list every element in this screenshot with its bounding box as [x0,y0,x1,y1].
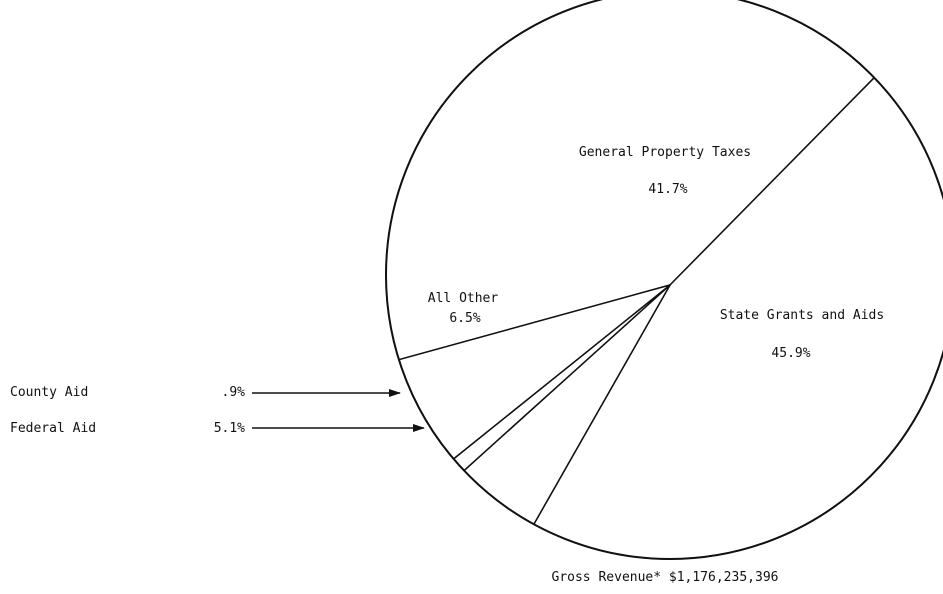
slice-label-general-property-taxes: General Property Taxes [579,145,751,160]
pie-outline [385,0,943,560]
callout-label-federal-aid: Federal Aid [10,421,96,436]
callout-label-county-aid: County Aid [10,385,88,400]
slice-value-general-property-taxes: 41.7% [648,182,687,197]
callouts-layer [252,389,425,432]
slice-labels-layer: General Property Taxes 41.7% State Grants … [10,145,884,436]
slice-value-state-grants-and-aids: 45.9% [771,346,810,361]
slice-label-state-grants-and-aids: State Grants and Aids [720,308,884,323]
slice-value-all-other: 6.5% [449,311,480,326]
callout-value-federal-aid: 5.1% [214,421,245,436]
slices-layer [385,0,943,560]
chart-caption: Gross Revenue* $1,176,235,396 [552,570,779,585]
callout-value-county-aid: .9% [222,385,246,400]
slice-label-all-other: All Other [428,291,499,306]
